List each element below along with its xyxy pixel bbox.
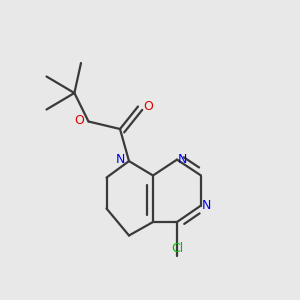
Text: Cl: Cl [171, 242, 183, 255]
Text: O: O [143, 100, 153, 113]
Text: N: N [178, 153, 187, 166]
Text: O: O [74, 113, 84, 127]
Text: N: N [116, 153, 125, 166]
Text: N: N [202, 199, 211, 212]
